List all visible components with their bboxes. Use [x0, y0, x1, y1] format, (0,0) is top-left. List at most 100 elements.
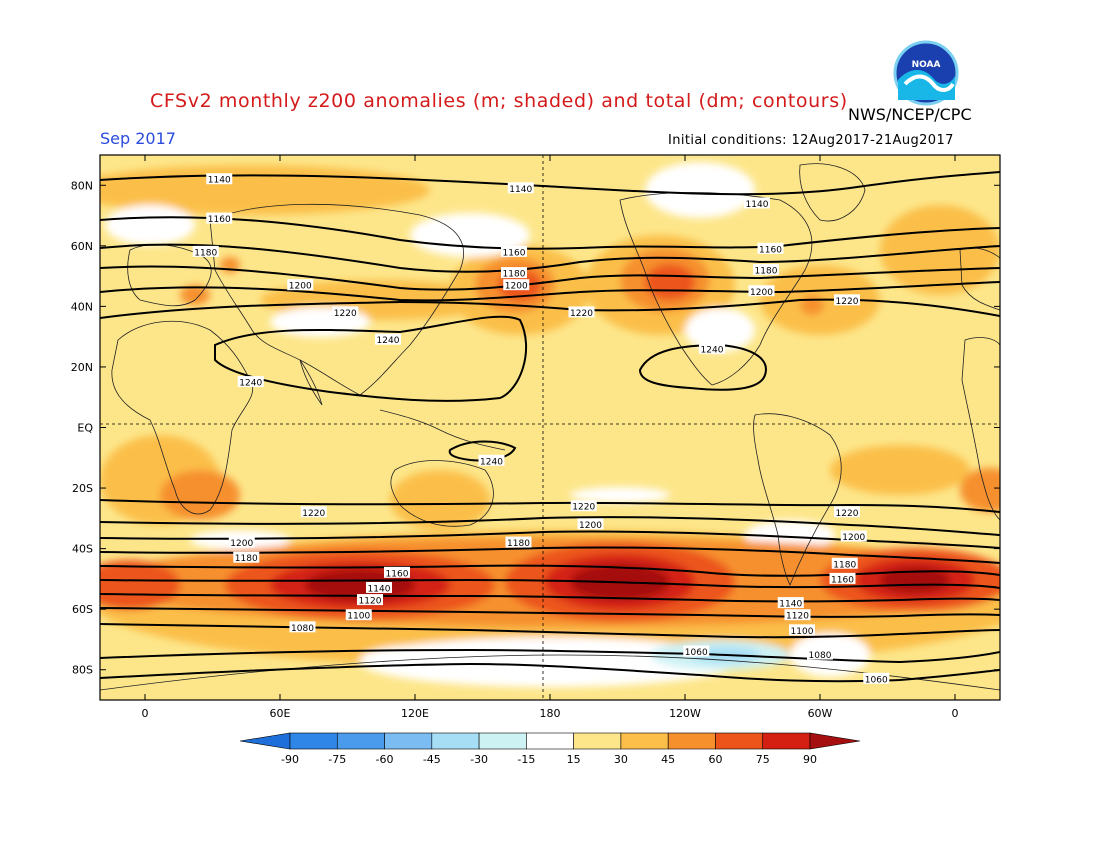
contour-labels: 1060 1060 1080 1080 1100 1100 1120 1120 1140 1140… — [192, 173, 890, 685]
svg-text:1200: 1200 — [230, 539, 253, 549]
contour-label: 1140 — [366, 581, 392, 594]
svg-text:1080: 1080 — [291, 624, 314, 634]
lat-tick-label: 60N — [71, 240, 93, 253]
colorbar-box — [431, 732, 480, 750]
logo-text: NOAA — [912, 60, 941, 70]
contour-label: 1200 — [503, 279, 530, 292]
contour-label: 1180 — [192, 245, 219, 258]
agency-label: NWS/NCEP/CPC — [848, 105, 972, 124]
svg-text:1180: 1180 — [833, 560, 856, 570]
colorbar-box — [384, 732, 433, 750]
svg-text:1160: 1160 — [208, 215, 231, 225]
svg-text:1160: 1160 — [503, 248, 526, 258]
contour-label: 1060 — [863, 672, 890, 685]
height-contours — [100, 171, 1000, 683]
svg-text:1220: 1220 — [836, 297, 859, 307]
colorbar-label: 30 — [614, 753, 628, 766]
svg-text:1180: 1180 — [235, 554, 258, 564]
svg-text:1100: 1100 — [347, 612, 370, 622]
svg-text:1240: 1240 — [701, 345, 724, 355]
contour-label: 1240 — [375, 333, 401, 346]
svg-text:1120: 1120 — [359, 597, 382, 607]
svg-text:1220: 1220 — [334, 309, 357, 319]
svg-text:1160: 1160 — [386, 569, 409, 579]
svg-text:1200: 1200 — [505, 282, 528, 292]
contour-label: 1220 — [300, 506, 327, 519]
contour-label: 1160 — [501, 245, 527, 258]
colorbar-box — [336, 732, 385, 750]
lon-tick-label: 180 — [540, 707, 561, 720]
contour-label: 1220 — [568, 306, 595, 319]
colorbar-min-arrow — [239, 732, 291, 750]
contour-label: 1080 — [807, 648, 833, 661]
colorbar-box — [762, 732, 811, 750]
contour-label: 1140 — [206, 173, 233, 186]
longitude-axis: 0 60E 120E 180 120W 60W 0 — [142, 155, 959, 720]
colorbar-label: 45 — [661, 753, 675, 766]
svg-text:1220: 1220 — [570, 309, 593, 319]
noaa-logo-icon: NOAA — [893, 40, 959, 106]
svg-text:1200: 1200 — [750, 288, 773, 298]
svg-text:1200: 1200 — [579, 521, 602, 531]
lon-tick-label: 60E — [270, 707, 291, 720]
colorbar-label: -45 — [423, 753, 441, 766]
svg-text:1220: 1220 — [302, 509, 325, 519]
contour-label: 1060 — [683, 645, 710, 658]
colorbar-label: -75 — [328, 753, 346, 766]
latitude-axis: 80N 60N 40N 20N EQ 20S 40S 60S 80S — [71, 179, 1000, 677]
svg-text:1140: 1140 — [779, 600, 802, 610]
contour-label: 1160 — [757, 242, 784, 255]
svg-text:1160: 1160 — [759, 245, 782, 255]
svg-text:1200: 1200 — [842, 533, 865, 543]
contour-label: 1240 — [699, 342, 725, 355]
lat-tick-label: 80S — [72, 664, 93, 677]
contour-label: 1180 — [233, 551, 260, 564]
svg-text:1240: 1240 — [239, 379, 262, 389]
chart-title: CFSv2 monthly z200 anomalies (m; shaded)… — [150, 90, 848, 112]
contour-label: 1180 — [753, 264, 779, 277]
contour-label: 1140 — [777, 597, 804, 610]
svg-text:1080: 1080 — [809, 651, 832, 661]
anomaly-shading — [100, 155, 1000, 700]
svg-text:1140: 1140 — [208, 176, 231, 186]
colorbar-label: 15 — [567, 753, 581, 766]
contour-label: 1140 — [744, 197, 770, 210]
lon-tick-label: 120E — [401, 707, 429, 720]
colorbar-label: -60 — [376, 753, 394, 766]
contour-label: 1120 — [784, 609, 811, 622]
svg-text:1140: 1140 — [746, 200, 769, 210]
colorbar-label: -30 — [470, 753, 488, 766]
colorbar-label: -15 — [517, 753, 535, 766]
coastlines — [100, 163, 1000, 691]
colorbar-label: -90 — [281, 753, 299, 766]
contour-label: 1240 — [478, 454, 505, 467]
svg-text:1100: 1100 — [791, 627, 814, 637]
svg-text:1060: 1060 — [685, 648, 708, 658]
contour-label: 1220 — [332, 306, 359, 319]
initial-conditions-label: Initial conditions: 12Aug2017-21Aug2017 — [668, 133, 954, 148]
lat-tick-label: 20S — [72, 482, 93, 495]
colorbar-label: 60 — [708, 753, 722, 766]
month-label: Sep 2017 — [100, 129, 176, 148]
lat-tick-label: 80N — [71, 179, 93, 192]
contour-label: 1200 — [748, 285, 775, 298]
contour-label: 1220 — [834, 506, 860, 519]
contour-label: 1160 — [829, 572, 856, 585]
lat-tick-label: EQ — [77, 422, 93, 435]
colorbar-box — [478, 732, 527, 750]
colorbar-box — [667, 732, 716, 750]
lon-tick-label: 60W — [808, 707, 833, 720]
colorbar-max-arrow — [809, 732, 861, 750]
contour-label: 1200 — [287, 279, 314, 292]
contour-label: 1140 — [507, 182, 534, 195]
contour-label: 1200 — [228, 536, 255, 549]
svg-text:1160: 1160 — [831, 575, 854, 585]
contour-label: 1080 — [289, 621, 316, 634]
svg-text:1180: 1180 — [194, 248, 217, 258]
contour-label: 1180 — [501, 267, 527, 280]
lat-tick-label: 40S — [72, 543, 93, 556]
colorbar: -90 -75 -60 -45 -30 -15 15 30 45 60 75 90 — [239, 732, 861, 766]
svg-text:1220: 1220 — [572, 503, 595, 513]
svg-text:1120: 1120 — [786, 612, 809, 622]
